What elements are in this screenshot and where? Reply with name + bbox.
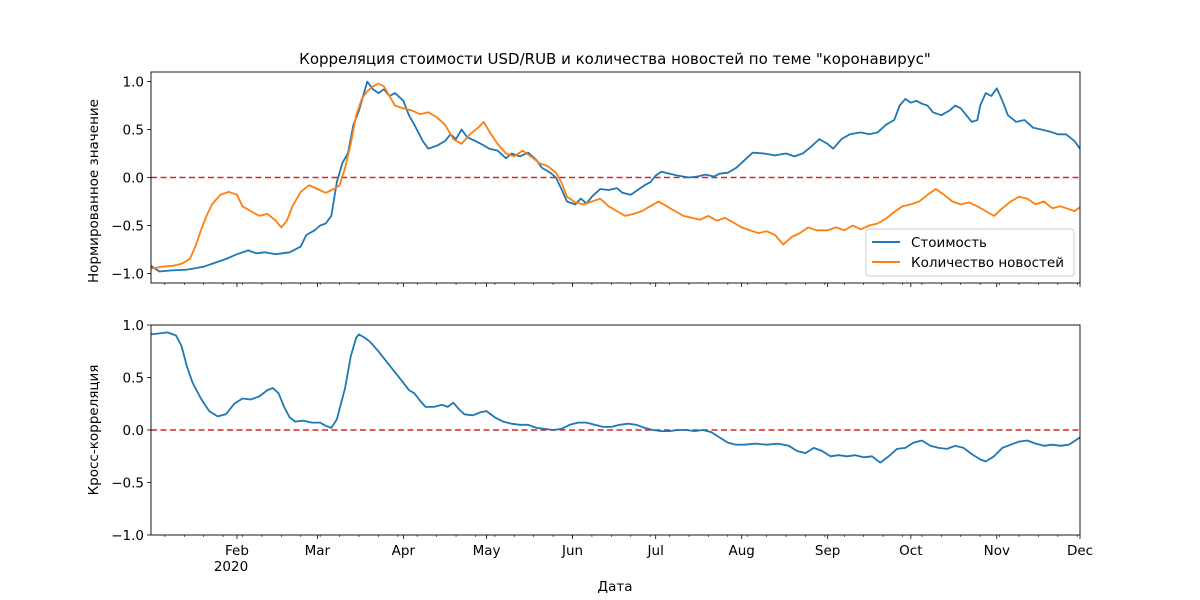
bottom-x-tick-label: Oct [899, 543, 922, 559]
bottom-x-tick-label: Sep [815, 543, 840, 559]
x-axis-label: Дата [598, 579, 633, 595]
legend-label: Количество новостей [911, 255, 1064, 271]
year-label: 2020 [214, 559, 248, 575]
top-y-tick-label: 0.5 [123, 123, 144, 139]
bottom-axes: Feb Mar Apr May Jun Jul Aug Sep Oct Nov Dec −1.0 −0.… [111, 318, 1093, 559]
top-axes-frame [150, 71, 1081, 284]
bottom-y-tick-label: 0.5 [123, 371, 144, 387]
top-axes: −1.0 −0.5 0.0 0.5 1.0 Стоимость Количество нов… [111, 71, 1081, 287]
bottom-x-tick-label: Feb [225, 543, 249, 559]
legend-label: Стоимость [911, 235, 987, 251]
legend [865, 228, 1075, 277]
bottom-x-tick-label: May [473, 543, 501, 559]
bottom-x-tick-label: Dec [1067, 543, 1093, 559]
top-y-tick-label: 0.0 [123, 171, 144, 187]
bottom-y-tick-label: −1.0 [111, 528, 144, 544]
bottom-x-tick-label: Jun [561, 543, 583, 559]
chart-title: Корреляция стоимости USD/RUB и количеств… [299, 50, 931, 68]
top-y-tick-label: −1.0 [111, 266, 144, 282]
bottom-series-line-cross-correlation [150, 331, 1081, 464]
bottom-y-axis-label: Кросс-корреляция [86, 365, 102, 496]
bottom-y-tick-label: 0.0 [123, 423, 144, 439]
bottom-x-tick-label: Mar [305, 543, 331, 559]
bottom-x-tick-label: Aug [728, 543, 754, 559]
top-y-tick-label: −0.5 [111, 218, 144, 234]
top-series-line-news-count [150, 82, 1081, 270]
top-series-line-cost [150, 80, 1081, 273]
bottom-y-tick-label: 1.0 [123, 318, 144, 334]
bottom-x-tick-label: Apr [392, 543, 416, 559]
bottom-x-tick-label: Jul [647, 543, 664, 559]
top-y-axis-label: Нормированное значение [86, 99, 102, 283]
bottom-axes-frame [150, 324, 1081, 536]
bottom-y-tick-label: −0.5 [111, 476, 144, 492]
bottom-x-tick-label: Nov [984, 543, 1010, 559]
top-y-tick-label: 1.0 [123, 75, 144, 91]
